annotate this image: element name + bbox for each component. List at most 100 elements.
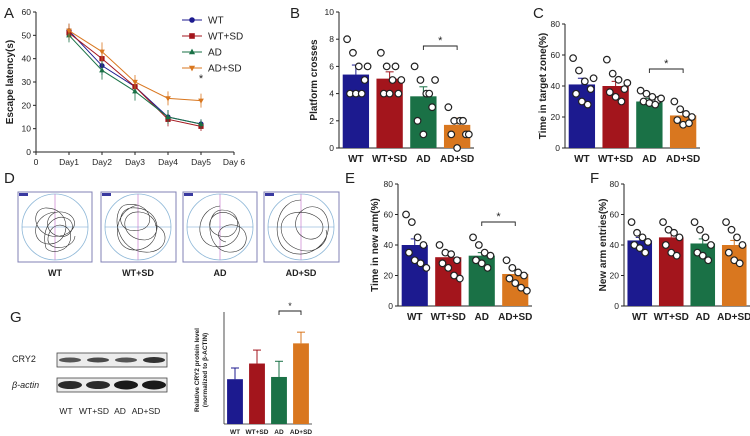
y-tick-label: 60 bbox=[22, 7, 32, 17]
data-point bbox=[198, 120, 204, 127]
y-tick-label: 0 bbox=[329, 143, 334, 153]
x-category-label: WT+SD bbox=[372, 154, 407, 165]
individual-point bbox=[413, 233, 422, 242]
panel-a-ylabel: Escape latency(s) bbox=[5, 40, 16, 125]
individual-point bbox=[514, 268, 523, 277]
individual-point bbox=[410, 256, 419, 265]
x-tick-label: Day4 bbox=[158, 157, 178, 167]
bar-wt_sd bbox=[376, 78, 403, 148]
individual-point bbox=[474, 241, 483, 249]
x-category-label: AD bbox=[416, 154, 430, 165]
blot-lane-label: WT+SD bbox=[79, 406, 109, 416]
x-category-label: AD+SD bbox=[290, 429, 313, 436]
individual-point bbox=[572, 89, 580, 98]
track-image-wt: WT bbox=[17, 191, 93, 278]
blot-band bbox=[86, 381, 110, 389]
individual-point bbox=[644, 238, 652, 246]
track-label: AD bbox=[214, 268, 227, 278]
x-category-label: WT bbox=[407, 312, 423, 323]
x-category-label: AD bbox=[642, 154, 656, 165]
blot-band bbox=[114, 380, 138, 390]
individual-point bbox=[614, 75, 623, 84]
x-category-label: AD bbox=[274, 429, 284, 436]
western-blot-panel: CRY2 β-actin WT WT+SD AD AD+SD Relative … bbox=[11, 301, 312, 436]
y-tick-label: 0 bbox=[388, 301, 393, 311]
y-tick-label: 80 bbox=[384, 179, 394, 189]
panel-label-g: G bbox=[10, 309, 22, 326]
individual-point bbox=[450, 271, 458, 280]
individual-point bbox=[583, 100, 592, 109]
individual-point bbox=[520, 271, 528, 280]
blot-band bbox=[87, 357, 109, 363]
panel-label-d: D bbox=[4, 170, 15, 187]
individual-point bbox=[447, 250, 456, 259]
blot-lane-label: AD+SD bbox=[132, 406, 161, 416]
individual-point bbox=[670, 228, 678, 237]
individual-point bbox=[349, 48, 357, 57]
individual-point bbox=[611, 92, 620, 101]
individual-point bbox=[360, 76, 369, 84]
y-tick-label: 30 bbox=[22, 77, 32, 87]
individual-point bbox=[608, 69, 617, 78]
x-category-label: WT+SD bbox=[654, 312, 689, 323]
x-tick-label: Day2 bbox=[92, 157, 112, 167]
individual-point bbox=[357, 89, 366, 98]
blot-label-actin: β-actin bbox=[11, 380, 39, 390]
x-category-label: AD bbox=[475, 312, 489, 323]
individual-point bbox=[672, 251, 681, 260]
data-point bbox=[188, 65, 196, 72]
individual-point bbox=[517, 283, 525, 292]
y-tick-label: 8 bbox=[329, 34, 334, 44]
significance-bracket bbox=[278, 310, 302, 315]
individual-point bbox=[698, 251, 707, 260]
data-point bbox=[165, 96, 171, 102]
individual-point bbox=[416, 259, 425, 268]
panel-g-ylabel-2: (normalized to β-ACTIN) bbox=[202, 333, 209, 407]
panel-b-ylabel: Platform crosses bbox=[309, 39, 320, 121]
individual-point bbox=[685, 119, 693, 128]
individual-point bbox=[586, 85, 595, 93]
y-tick-label: 0 bbox=[614, 301, 619, 311]
legend-label: AD bbox=[208, 48, 222, 59]
individual-point bbox=[385, 89, 394, 98]
individual-point bbox=[508, 263, 517, 272]
individual-point bbox=[704, 256, 713, 265]
blot-strip-actin bbox=[56, 377, 168, 393]
individual-point bbox=[620, 85, 629, 93]
individual-point bbox=[657, 94, 665, 103]
significance-mark: * bbox=[199, 73, 204, 85]
individual-point bbox=[363, 62, 372, 71]
panel-g-ylabel: Relative CRY2 protein level bbox=[194, 328, 201, 412]
x-category-label: WT bbox=[574, 154, 590, 165]
new-arm-time-chart: Time in new arm(%) 0 20 40 60 80 WT WT+SD AD AD+… bbox=[370, 179, 532, 323]
individual-point bbox=[602, 55, 611, 64]
individual-point bbox=[701, 233, 710, 242]
x-category-label: WT bbox=[632, 312, 648, 323]
data-point bbox=[99, 49, 105, 55]
individual-point bbox=[477, 259, 486, 268]
panel-label-e: E bbox=[345, 170, 355, 187]
legend-label: WT bbox=[208, 16, 224, 27]
individual-point bbox=[642, 89, 651, 98]
track-image-ad-sd: AD+SD bbox=[263, 191, 340, 278]
individual-point bbox=[444, 263, 453, 272]
scale-bar bbox=[102, 193, 111, 196]
y-tick-label: 80 bbox=[551, 19, 561, 29]
individual-point bbox=[502, 256, 511, 265]
individual-point bbox=[413, 116, 422, 125]
significance-mark: * bbox=[438, 35, 443, 47]
individual-point bbox=[391, 62, 400, 71]
individual-point bbox=[455, 274, 464, 283]
swim-track-panel: WT WT+SD AD AD+SD bbox=[17, 191, 340, 278]
individual-point bbox=[707, 241, 715, 249]
panel-e-ylabel: Time in new arm(%) bbox=[370, 198, 381, 292]
individual-point bbox=[480, 248, 489, 257]
platform-crosses-chart: Platform crosses 0 2 4 6 8 10 WT WT+SD AD AD+SD * bbox=[309, 7, 474, 165]
data-point bbox=[165, 113, 171, 120]
scale-bar bbox=[184, 193, 193, 196]
individual-point bbox=[407, 218, 416, 227]
individual-point bbox=[459, 116, 467, 125]
data-point bbox=[188, 48, 196, 55]
individual-point bbox=[641, 248, 650, 257]
